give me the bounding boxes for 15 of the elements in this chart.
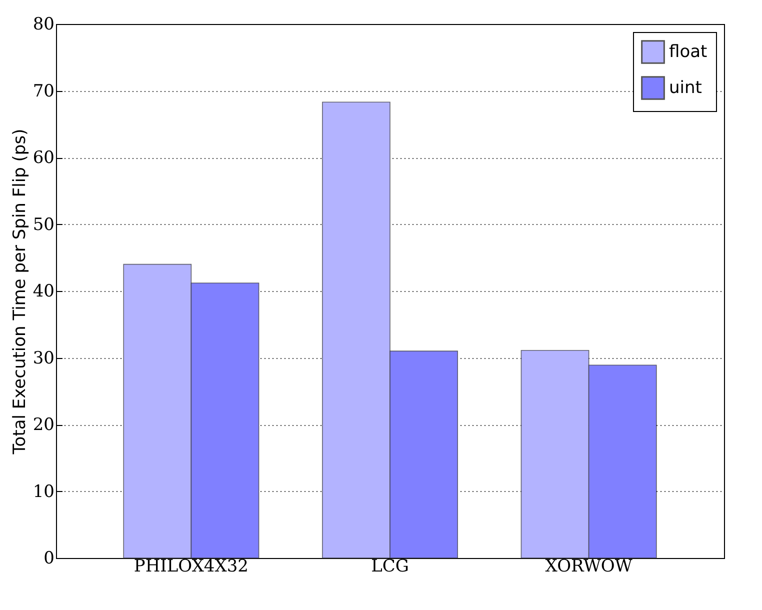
y-tick-label: 50 xyxy=(32,214,54,235)
y-tick-label: 80 xyxy=(32,14,54,34)
y-axis-title: Total Execution Time per Spin Flip (ps) xyxy=(10,128,30,456)
y-tick-label: 0 xyxy=(44,548,54,568)
y-tick-label: 10 xyxy=(32,482,54,502)
legend-label: float xyxy=(669,42,708,62)
y-tick-label: 60 xyxy=(32,148,54,168)
legend-label: uint xyxy=(669,78,702,98)
y-tick-label: 20 xyxy=(32,415,54,435)
x-tick-label: LCG xyxy=(371,556,409,576)
x-tick-label: XORWOW xyxy=(545,556,633,576)
x-tick-label: PHILOX4X32 xyxy=(134,556,248,576)
y-tick-label: 70 xyxy=(32,81,54,102)
y-tick-label: 30 xyxy=(32,348,54,368)
y-tick-label: 40 xyxy=(32,282,54,302)
